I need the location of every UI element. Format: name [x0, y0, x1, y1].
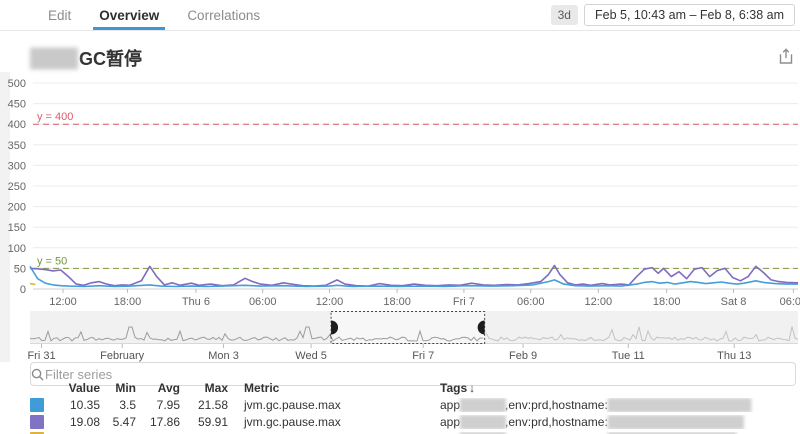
cell-tags: app██████,env:prd,hostname:█████████████… [440, 414, 744, 429]
svg-text:100: 100 [8, 243, 26, 255]
svg-text:06:00: 06:00 [517, 296, 545, 308]
svg-text:12:00: 12:00 [585, 296, 613, 308]
svg-text:y = 50: y = 50 [37, 255, 67, 267]
svg-text:Thu 13: Thu 13 [717, 350, 751, 362]
cell-metric: jvm.gc.pause.max [244, 397, 341, 412]
cell-metric: jvm.gc.pause.max [228, 432, 440, 434]
cell-tags: app██████,env:prd,hostname:█████████████… [440, 397, 751, 412]
tab-overview[interactable]: Overview [85, 0, 173, 30]
cell-value: 19.08 [69, 414, 100, 429]
cell-max: 13.55 [180, 432, 228, 434]
panel-edge-strip [0, 72, 10, 362]
date-range-picker[interactable]: Feb 5, 10:43 am – Feb 8, 6:38 am [583, 4, 795, 26]
cell-min: 3.5 [119, 397, 136, 412]
title-text: GC暂停 [79, 49, 143, 69]
svg-text:250: 250 [8, 181, 26, 193]
svg-text:400: 400 [8, 119, 26, 131]
col-header-value[interactable]: Value [68, 381, 100, 395]
series-swatch-purple[interactable] [30, 414, 44, 429]
tab-group: Edit Overview Correlations [34, 0, 274, 30]
main-chart[interactable]: 0 50 100 150 200 250 300 350 400 450 500 y = 400 y =… [0, 75, 800, 311]
svg-text:Tue 11: Tue 11 [612, 350, 645, 362]
cell-avg: 13.55 [136, 432, 180, 434]
svg-text:Sat 8: Sat 8 [721, 296, 747, 308]
col-header-max[interactable]: Max [204, 381, 228, 395]
minimap-chart[interactable]: Fri 31 February Mon 3 Wed 5 Fri 7 Feb 9 Tue 11… [0, 311, 800, 362]
svg-text:Wed 5: Wed 5 [295, 350, 327, 362]
svg-text:06:00: 06:00 [780, 296, 800, 308]
page-title: ████ GC暂停 [30, 45, 142, 71]
cell-max: 59.91 [197, 414, 228, 429]
svg-text:Feb 9: Feb 9 [509, 350, 537, 362]
series-swatch-orange[interactable] [30, 431, 44, 434]
title-redacted-prefix: ████ [30, 47, 78, 68]
svg-text:300: 300 [8, 160, 26, 172]
top-tab-bar: Edit Overview Correlations 3d Feb 5, 10:… [0, 0, 800, 31]
svg-text:18:00: 18:00 [653, 296, 681, 308]
svg-text:150: 150 [8, 222, 26, 234]
col-header-min[interactable]: Min [115, 381, 136, 395]
svg-text:12:00: 12:00 [316, 296, 344, 308]
cell-max: 21.58 [197, 397, 228, 412]
svg-text:Fri 7: Fri 7 [453, 296, 475, 308]
cell-metric: jvm.gc.pause.max [244, 414, 341, 429]
svg-text:0: 0 [20, 284, 26, 296]
svg-text:50: 50 [14, 263, 26, 275]
svg-text:Thu 6: Thu 6 [182, 296, 210, 308]
sort-desc-icon: ↓ [469, 381, 476, 395]
filter-series-input[interactable] [45, 366, 787, 382]
svg-text:12:00: 12:00 [49, 296, 77, 308]
cell-min: 5.47 [112, 414, 136, 429]
svg-text:18:00: 18:00 [383, 296, 411, 308]
svg-text:450: 450 [8, 99, 26, 111]
time-range-badge[interactable]: 3d [550, 5, 578, 25]
col-header-tags[interactable]: Tags ↓ [440, 381, 476, 395]
table-row[interactable]: N/A 10.55 13.55 13.55 jvm.gc.pause.max a… [30, 430, 796, 434]
series-swatch-blue[interactable] [30, 397, 44, 412]
search-icon [31, 368, 44, 381]
table-header-row: Value Min Avg Max Metric Tags ↓ [30, 380, 796, 396]
tab-correlations[interactable]: Correlations [187, 8, 261, 23]
svg-text:200: 200 [8, 202, 26, 214]
filter-series-box[interactable] [30, 362, 796, 386]
svg-text:Fri 7: Fri 7 [412, 350, 434, 362]
svg-text:500: 500 [8, 78, 26, 90]
cell-tags: app██████,env:prd,hostname:█████████████… [440, 432, 796, 434]
col-header-avg[interactable]: Avg [157, 381, 180, 395]
svg-text:06:00: 06:00 [249, 296, 277, 308]
cell-avg: 17.86 [149, 414, 180, 429]
svg-text:February: February [100, 350, 145, 362]
svg-text:y = 400: y = 400 [37, 111, 73, 123]
series-legend-table: Value Min Avg Max Metric Tags ↓ 10.35 3.5… [30, 380, 796, 434]
svg-text:18:00: 18:00 [114, 296, 142, 308]
tab-edit[interactable]: Edit [48, 8, 72, 23]
cell-value: 10.35 [69, 397, 100, 412]
cell-avg: 7.95 [156, 397, 180, 412]
cell-min: 10.55 [100, 432, 136, 434]
cell-value: N/A [52, 432, 100, 434]
svg-text:Fri 31: Fri 31 [27, 350, 55, 362]
table-row[interactable]: 19.08 5.47 17.86 59.91 jvm.gc.pause.max … [30, 413, 796, 430]
svg-text:350: 350 [8, 140, 26, 152]
col-header-metric[interactable]: Metric [244, 381, 280, 395]
svg-text:Mon 3: Mon 3 [208, 350, 239, 362]
table-row[interactable]: 10.35 3.5 7.95 21.58 jvm.gc.pause.max ap… [30, 396, 796, 413]
